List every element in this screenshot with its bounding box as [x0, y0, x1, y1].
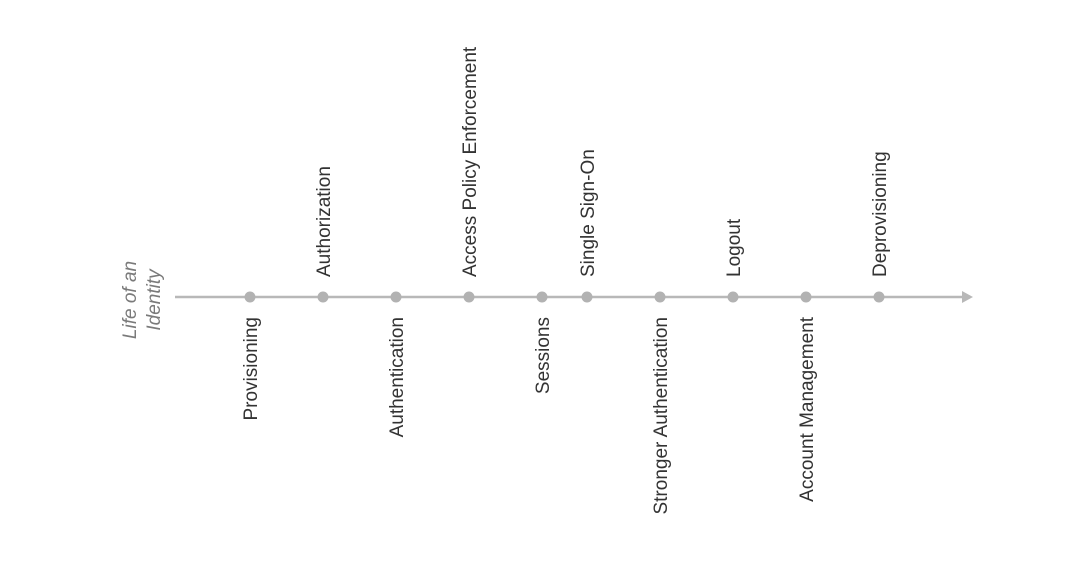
marker-deprovisioning	[874, 292, 885, 303]
timeline-title: Life of an Identity	[120, 261, 165, 339]
stage-authorization: Authorization	[314, 166, 335, 277]
stage-access-policy-enforcement: Access Policy Enforcement	[460, 46, 481, 277]
stage-sessions: Sessions	[533, 317, 554, 394]
stage-label-account-management: Account Management	[797, 316, 818, 502]
marker-provisioning	[245, 292, 256, 303]
stage-logout: Logout	[724, 218, 745, 277]
marker-account-management	[801, 292, 812, 303]
stage-label-logout: Logout	[724, 218, 745, 277]
stage-stronger-authentication: Stronger Authentication	[651, 317, 672, 515]
marker-logout	[728, 292, 739, 303]
stage-label-access-policy-enforcement: Access Policy Enforcement	[460, 46, 481, 277]
marker-authorization	[318, 292, 329, 303]
stage-label-deprovisioning: Deprovisioning	[870, 151, 891, 277]
marker-stronger-authentication	[655, 292, 666, 303]
stage-label-stronger-authentication: Stronger Authentication	[651, 317, 672, 515]
marker-single-sign-on	[582, 292, 593, 303]
stage-labels: Provisioning Authorization Authentication A…	[241, 46, 891, 514]
timeline-title-line-1: Life of an	[120, 261, 141, 339]
stage-label-sessions: Sessions	[533, 317, 554, 394]
stage-label-authentication: Authentication	[387, 317, 408, 437]
stage-provisioning: Provisioning	[241, 317, 262, 421]
stage-label-provisioning: Provisioning	[241, 317, 262, 421]
timeline-title-line-2: Identity	[144, 268, 165, 331]
stage-label-single-sign-on: Single Sign-On	[578, 149, 599, 277]
stage-single-sign-on: Single Sign-On	[578, 149, 599, 277]
marker-sessions	[537, 292, 548, 303]
marker-authentication	[391, 292, 402, 303]
stage-label-authorization: Authorization	[314, 166, 335, 277]
stage-deprovisioning: Deprovisioning	[870, 151, 891, 277]
stage-authentication: Authentication	[387, 317, 408, 437]
stage-account-management: Account Management	[797, 316, 818, 502]
marker-access-policy-enforcement	[464, 292, 475, 303]
timeline-arrow-head	[962, 291, 973, 303]
